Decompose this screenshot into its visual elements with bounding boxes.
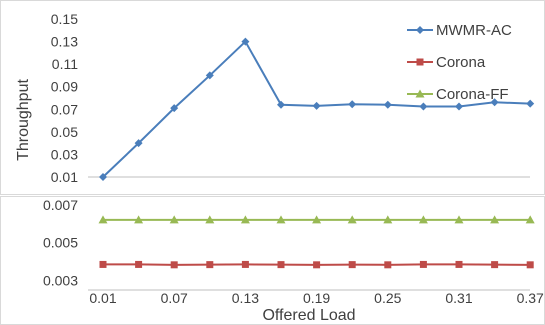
legend-marker — [416, 58, 424, 66]
upper-y-tick-labels: 0.15 0.13 0.11 0.09 0.07 0.05 0.03 0.01 — [51, 11, 78, 185]
data-point-corona-ff — [454, 215, 464, 224]
upper-y-tick-label: 0.11 — [52, 56, 78, 72]
data-point-corona-ff — [205, 215, 215, 224]
x-tick-label: 0.37 — [517, 290, 544, 306]
series-corona-ff — [98, 215, 535, 224]
data-point-corona-ff — [169, 215, 179, 224]
data-point-corona — [277, 261, 285, 269]
upper-y-tick-label: 0.15 — [51, 11, 78, 27]
data-point-corona-ff — [134, 215, 144, 224]
lower-y-tick-label: 0.005 — [43, 235, 78, 251]
lower-y-tick-label: 0.003 — [43, 273, 78, 289]
data-point-mwmr-ac — [419, 102, 428, 111]
x-tick-label: 0.25 — [374, 290, 401, 306]
data-point-corona — [491, 261, 499, 269]
data-point-corona-ff — [240, 215, 250, 224]
data-point-corona — [526, 261, 534, 269]
data-point-corona — [313, 261, 321, 269]
x-tick-labels: 0.01 0.07 0.13 0.19 0.25 0.31 0.37 — [89, 290, 544, 306]
data-point-mwmr-ac — [205, 71, 214, 80]
data-point-corona-ff — [525, 215, 535, 224]
data-point-mwmr-ac — [455, 102, 463, 111]
data-point-mwmr-ac — [241, 37, 250, 46]
data-point-mwmr-ac — [277, 100, 285, 109]
data-point-corona-ff — [98, 215, 108, 224]
data-point-mwmr-ac — [383, 100, 392, 109]
legend-item-mwmr-ac: MWMR-AC — [407, 22, 512, 39]
data-point-corona-ff — [418, 215, 428, 224]
legend-label: MWMR-AC — [436, 22, 512, 39]
x-axis-title: Offered Load — [262, 307, 355, 324]
legend-label: Corona — [436, 54, 486, 71]
upper-y-tick-label: 0.01 — [51, 169, 78, 185]
legend-item-corona-ff: Corona-FF — [407, 86, 509, 103]
data-point-corona — [206, 261, 214, 269]
legend: MWMR-AC Corona Corona-FF — [407, 22, 512, 103]
x-tick-label: 0.31 — [445, 290, 472, 306]
data-point-corona — [455, 260, 463, 268]
data-point-mwmr-ac — [99, 173, 107, 181]
x-tick-label: 0.01 — [89, 290, 116, 306]
lower-y-tick-labels: 0.007 0.005 0.003 — [43, 197, 78, 289]
data-point-mwmr-ac — [134, 139, 143, 148]
upper-y-tick-label: 0.07 — [51, 101, 78, 117]
data-point-corona-ff — [383, 215, 393, 224]
data-point-corona — [135, 260, 143, 268]
data-point-corona-ff — [490, 215, 500, 224]
legend-marker — [416, 26, 424, 34]
series-corona — [99, 260, 534, 269]
data-point-corona — [99, 260, 107, 268]
legend-label: Corona-FF — [436, 86, 509, 103]
data-point-corona-ff — [312, 215, 322, 224]
series-mwmr-ac — [99, 37, 535, 181]
data-point-mwmr-ac — [526, 99, 535, 108]
data-point-corona — [419, 260, 427, 268]
x-tick-label: 0.19 — [303, 290, 330, 306]
data-point-corona-ff — [276, 215, 286, 224]
upper-y-tick-label: 0.09 — [51, 79, 78, 95]
upper-y-tick-label: 0.13 — [51, 34, 78, 50]
x-tick-label: 0.07 — [161, 290, 188, 306]
data-point-corona — [348, 261, 356, 269]
lower-y-tick-label: 0.007 — [43, 197, 78, 213]
upper-y-tick-label: 0.03 — [51, 146, 78, 162]
data-point-corona — [170, 261, 178, 269]
data-point-corona — [241, 260, 249, 268]
data-point-mwmr-ac — [490, 98, 499, 107]
data-point-corona-ff — [347, 215, 357, 224]
data-point-mwmr-ac — [348, 100, 357, 109]
data-point-mwmr-ac — [312, 101, 321, 110]
data-point-corona — [384, 261, 392, 269]
upper-y-tick-label: 0.05 — [51, 124, 78, 140]
y-axis-title: Throughput — [15, 79, 32, 161]
x-tick-label: 0.13 — [232, 290, 259, 306]
series-layer — [98, 37, 535, 269]
legend-item-corona: Corona — [407, 54, 486, 71]
legend-marker — [415, 89, 425, 98]
data-point-mwmr-ac — [170, 104, 179, 113]
